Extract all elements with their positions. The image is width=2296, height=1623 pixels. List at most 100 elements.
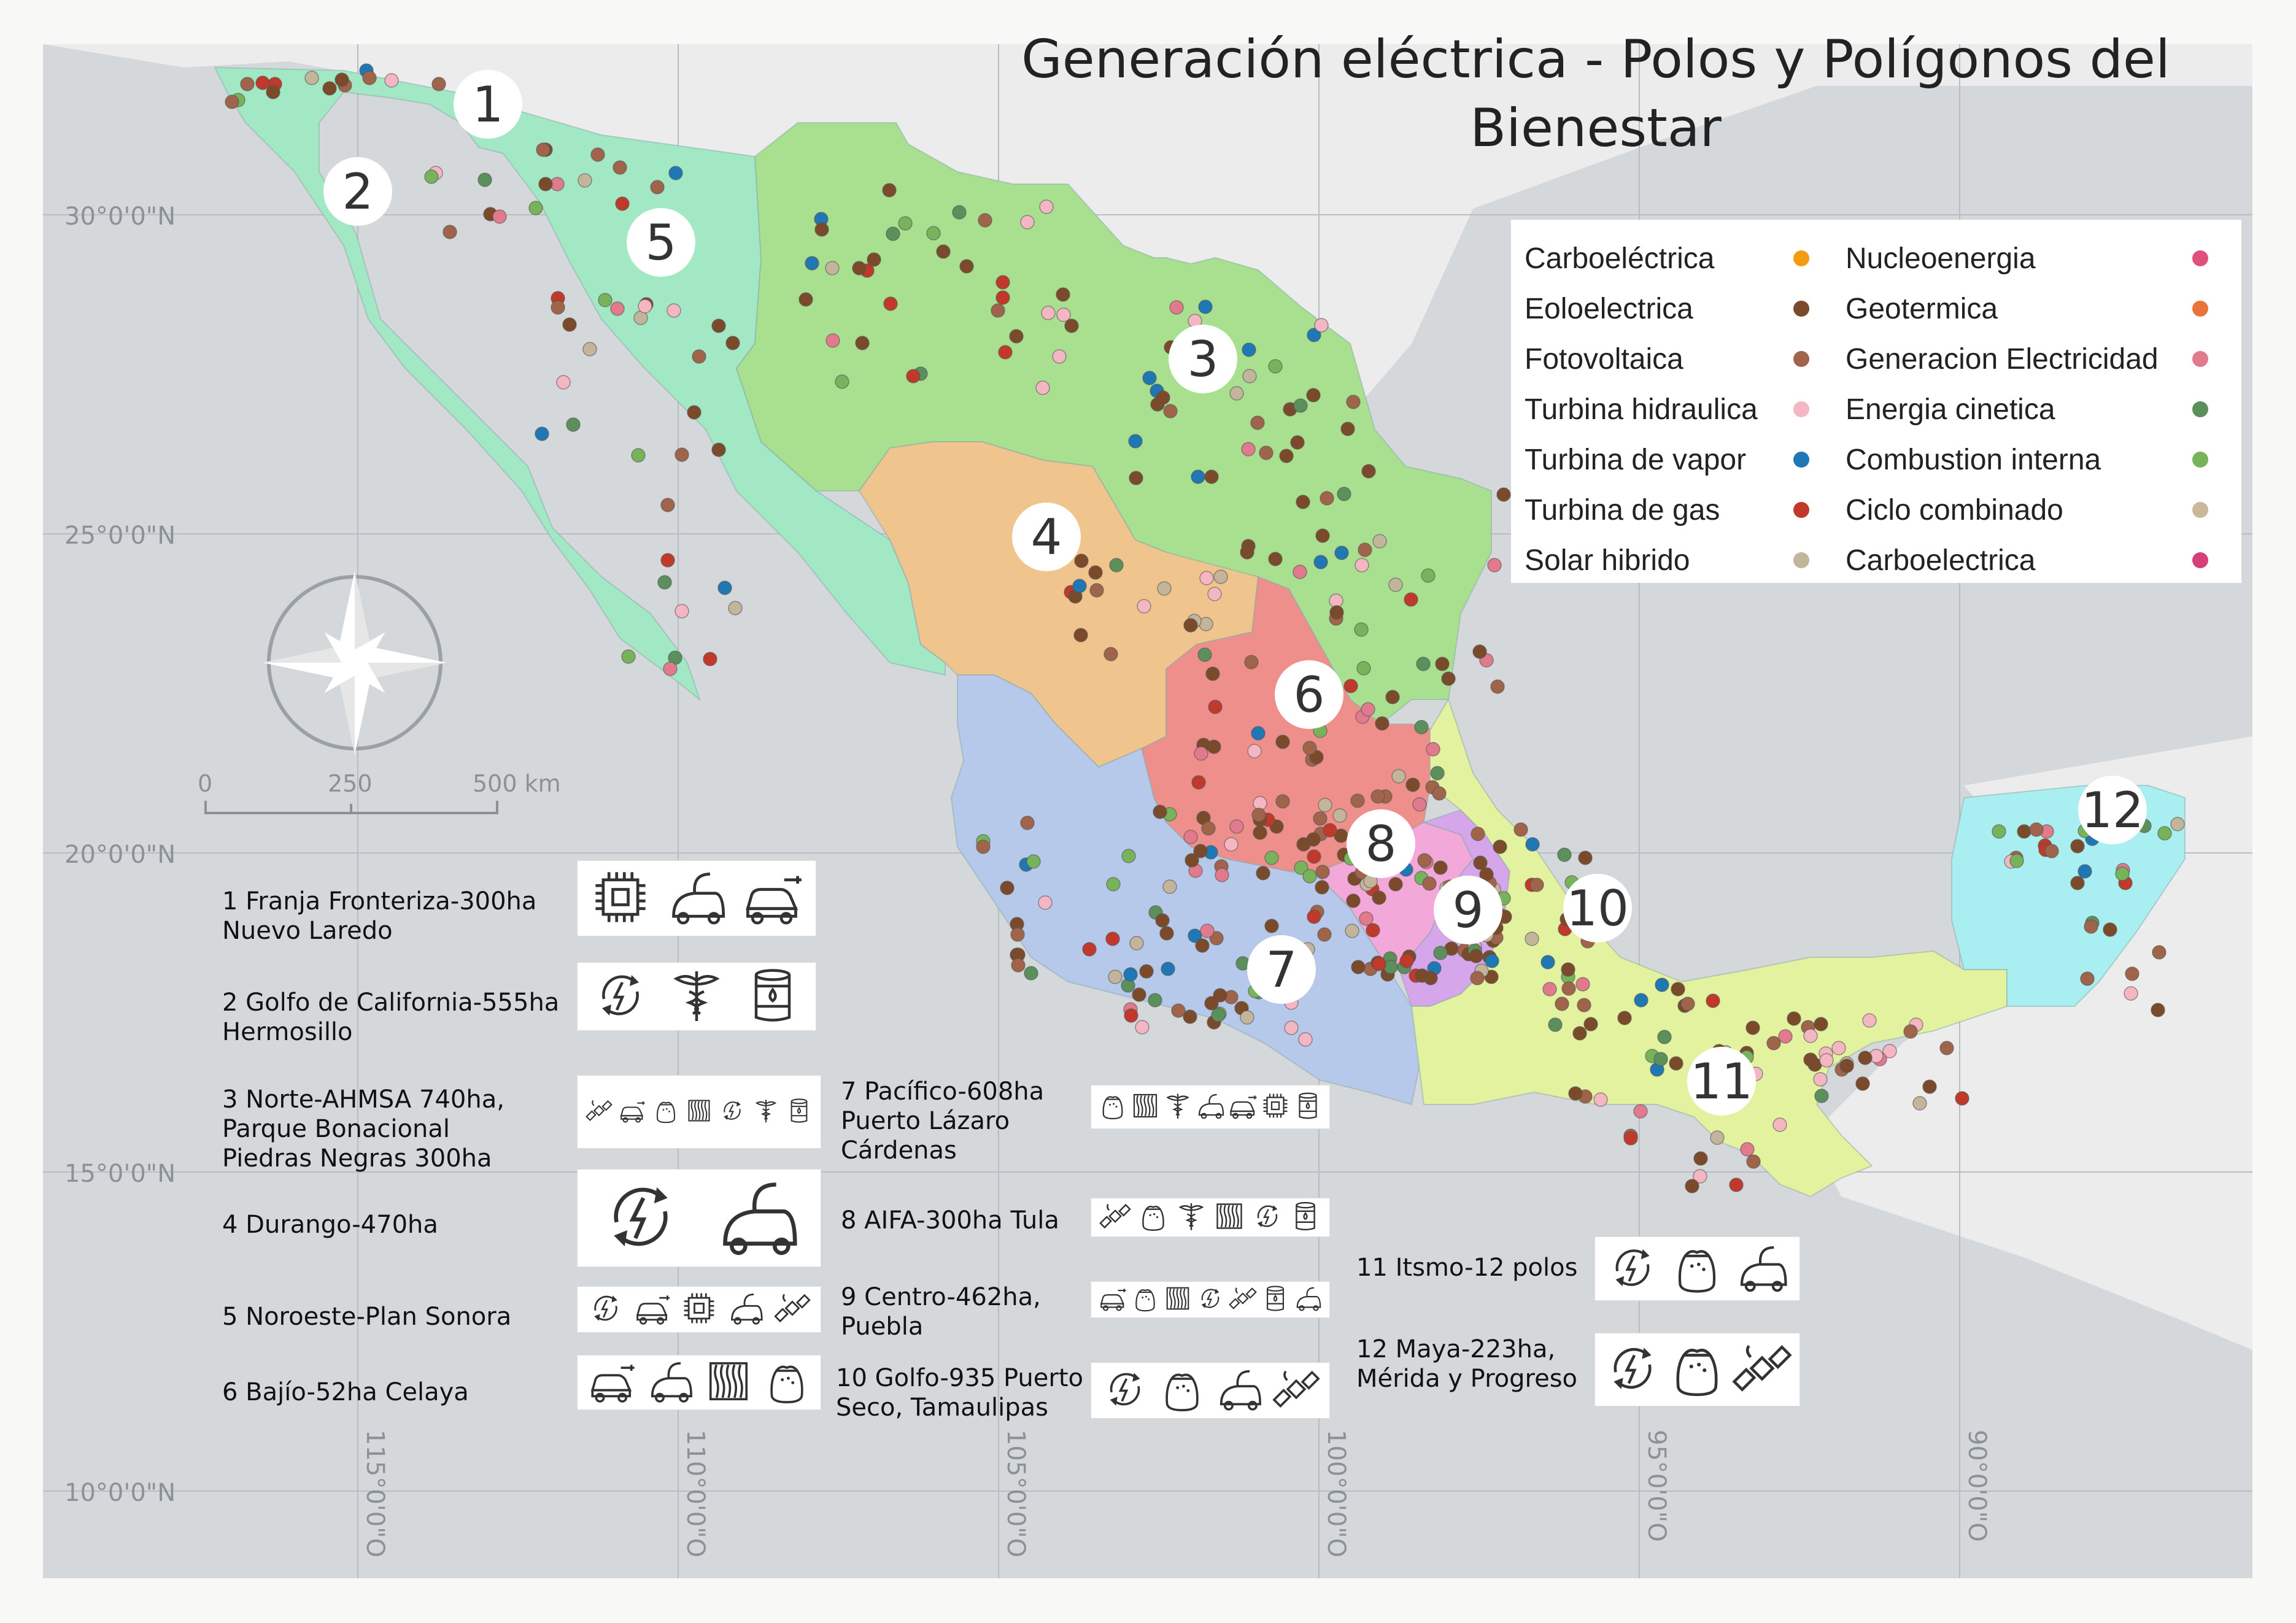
- plant-point: [1320, 491, 1334, 506]
- plant-point: [1313, 555, 1328, 569]
- plant-point: [1307, 328, 1321, 342]
- legend-item: Generacion Electricidad: [1846, 334, 2159, 384]
- plant-point: [660, 553, 675, 568]
- legend-swatch: [2192, 351, 2208, 367]
- plant-point: [855, 336, 870, 350]
- legend-item: Turbina hidraulica: [1525, 384, 1758, 434]
- plant-point: [1346, 893, 1361, 908]
- legend-label: Turbina de gas: [1525, 493, 1720, 526]
- plant-point: [1314, 318, 1329, 333]
- graticule-labels: 30°0'0"N 25°0'0"N 20°0'0"N 15°0'0"N 10°0…: [64, 202, 1991, 1557]
- region-badge-3: 3: [1169, 325, 1237, 393]
- plant-point: [1296, 495, 1310, 509]
- polo-text-line: 4 Durango-470ha: [222, 1211, 438, 1239]
- polo-icon-box-11: [1594, 1236, 1800, 1301]
- plant-point: [582, 342, 597, 357]
- lon-label: 105°0'0"O: [1002, 1430, 1030, 1557]
- region-badge-9: 9: [1434, 876, 1502, 944]
- plant-point: [1293, 398, 1308, 413]
- plant-point: [1706, 993, 1720, 1008]
- plant-point: [1124, 1008, 1138, 1023]
- plant-point: [1020, 815, 1035, 830]
- plant-point: [1903, 1024, 1918, 1039]
- plant-point: [687, 405, 702, 420]
- plant-point: [1259, 445, 1274, 460]
- lon-label: 90°0'0"O: [1963, 1430, 1991, 1542]
- plant-point: [883, 296, 898, 311]
- plant-point: [1313, 811, 1328, 826]
- plant-point: [926, 226, 941, 241]
- legend-label: Nucleoenergia: [1846, 242, 2036, 275]
- chip-icon: [590, 866, 651, 930]
- plant-point: [1548, 1017, 1563, 1032]
- plant-point: [2124, 986, 2138, 1001]
- plant-point: [610, 301, 625, 316]
- region-badge-2: 2: [323, 157, 392, 226]
- plant-point: [1803, 1028, 1818, 1043]
- plant-point: [1318, 798, 1332, 812]
- map-title: Generación eléctrica - Polos y Polígonos…: [1021, 29, 2170, 159]
- polo-label-10: 10 Golfo-935 Puerto Seco, Tamaulipas: [836, 1363, 1083, 1422]
- plant-point: [1104, 647, 1118, 661]
- sack-icon: [1137, 1200, 1169, 1235]
- plant-point: [1412, 797, 1427, 812]
- polo-text-line: Mérida y Progreso: [1356, 1365, 1578, 1393]
- plant-point: [1405, 777, 1420, 792]
- region-golfo-istmo: [1410, 698, 2008, 1198]
- plant-point: [1106, 877, 1121, 892]
- legend-item: Turbina de vapor: [1525, 434, 1758, 485]
- plant-point: [1472, 644, 1487, 659]
- plant-point: [590, 147, 605, 162]
- plant-point: [1561, 962, 1575, 977]
- plant-point: [825, 333, 840, 348]
- plant-point: [1361, 702, 1375, 717]
- plant-point: [1831, 1041, 1846, 1055]
- plant-point: [1204, 996, 1219, 1011]
- plant-point: [551, 300, 565, 315]
- power-plant-points: [225, 63, 2185, 1193]
- plant-point: [1435, 657, 1450, 671]
- plant-point: [1197, 647, 1212, 662]
- legend-label: Eoloelectrica: [1525, 292, 1693, 325]
- plant-point: [1337, 487, 1351, 501]
- region-number: 8: [1366, 815, 1397, 873]
- plant-point: [1417, 853, 1432, 868]
- region-number: 2: [342, 163, 374, 220]
- energy-cycle-icon: [1251, 1200, 1283, 1235]
- plant-point: [1123, 967, 1138, 982]
- vacuum-icon: [1294, 1284, 1322, 1315]
- region-badge-8: 8: [1347, 809, 1415, 878]
- region-number: 10: [1566, 880, 1629, 937]
- legend-swatch: [1793, 452, 1809, 468]
- plant-point: [1275, 794, 1290, 809]
- sack-icon: [1670, 1241, 1724, 1297]
- scale-label: 250: [328, 770, 373, 797]
- legend-label: Energia cinetica: [1846, 393, 2055, 426]
- plant-point: [1359, 911, 1374, 926]
- plant-point: [384, 73, 399, 88]
- plant-point: [1026, 854, 1041, 869]
- legend-swatch: [1793, 552, 1809, 568]
- plant-point: [1745, 1020, 1760, 1035]
- legend-item: Turbina de gas: [1525, 485, 1758, 535]
- plant-point: [1284, 1020, 1299, 1035]
- scale-label: 500 km: [473, 770, 561, 797]
- plant-point: [2070, 876, 2085, 890]
- plant-point: [1778, 1029, 1793, 1044]
- plant-point: [1729, 1178, 1744, 1192]
- textile-icon: [1164, 1284, 1192, 1315]
- legend-label: Solar hibrido: [1525, 544, 1690, 577]
- polo-text-line: 2 Golfo de California-555ha: [222, 989, 560, 1017]
- legend-swatch: [2192, 502, 2208, 518]
- plant-point: [650, 180, 665, 195]
- polo-label-4: 4 Durango-470ha: [222, 1210, 438, 1239]
- plant-point: [1813, 1072, 1828, 1087]
- plant-point: [711, 442, 726, 457]
- plant-point: [1415, 968, 1429, 983]
- plant-point: [1215, 868, 1229, 882]
- plant-point: [1317, 927, 1332, 942]
- polo-label-9: 9 Centro-462ha, Puebla: [841, 1282, 1041, 1341]
- plant-point: [1198, 299, 1213, 314]
- plant-point: [1432, 786, 1447, 801]
- polo-text-line: 10 Golfo-935 Puerto: [836, 1364, 1083, 1392]
